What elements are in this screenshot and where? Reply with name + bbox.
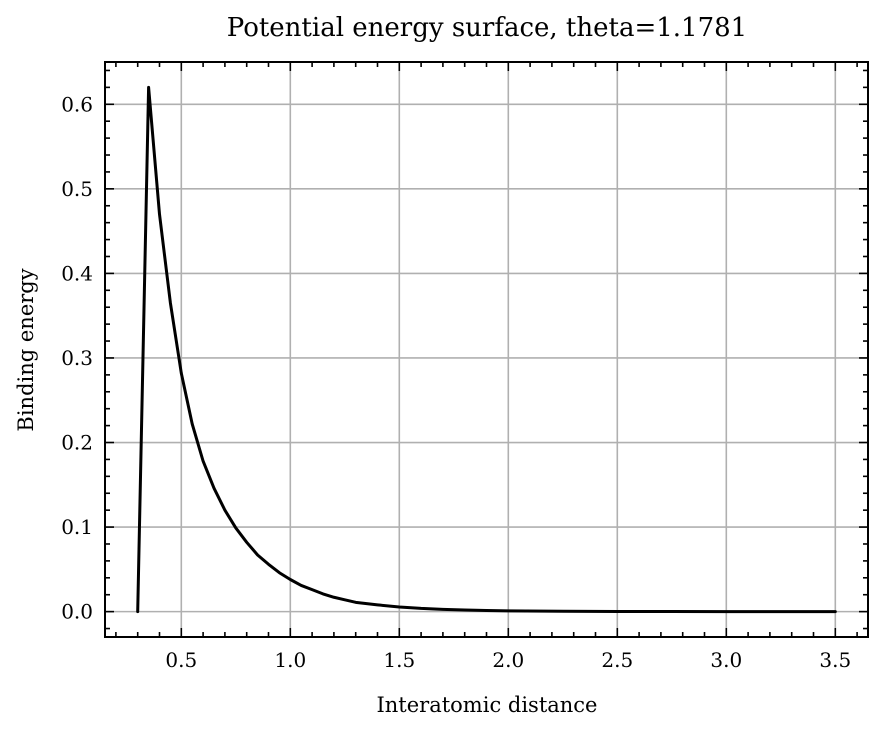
series-line	[136, 85, 837, 614]
y-tick-label: 0.1	[61, 515, 93, 539]
chart-title: Potential energy surface, theta=1.1781	[227, 13, 747, 43]
y-tick-label: 0.0	[61, 600, 93, 624]
x-tick-label: 2.5	[601, 648, 633, 672]
y-tick-label: 0.5	[61, 177, 93, 201]
x-tick-label: 1.0	[274, 648, 306, 672]
y-tick-label: 0.3	[61, 346, 93, 370]
plot-frame	[104, 61, 869, 638]
ticks	[105, 62, 868, 637]
series-layer	[136, 85, 837, 614]
tick-labels: 0.5 1.0 1.5 2.0 2.5 3.0 3.5 0.0 0.1 0.2 0.3 0.4 0.5 0…	[61, 92, 851, 672]
x-tick-label: 2.0	[492, 648, 524, 672]
y-tick-label: 0.2	[61, 431, 93, 455]
y-axis-label: Binding energy	[14, 268, 38, 431]
y-tick-label: 0.6	[61, 92, 93, 116]
x-tick-label: 1.5	[383, 648, 415, 672]
x-tick-label: 3.0	[710, 648, 742, 672]
grid	[105, 62, 868, 637]
x-tick-label: 0.5	[165, 648, 197, 672]
x-tick-label: 3.5	[819, 648, 851, 672]
x-axis-label: Interatomic distance	[376, 693, 597, 717]
y-tick-label: 0.4	[61, 261, 93, 285]
